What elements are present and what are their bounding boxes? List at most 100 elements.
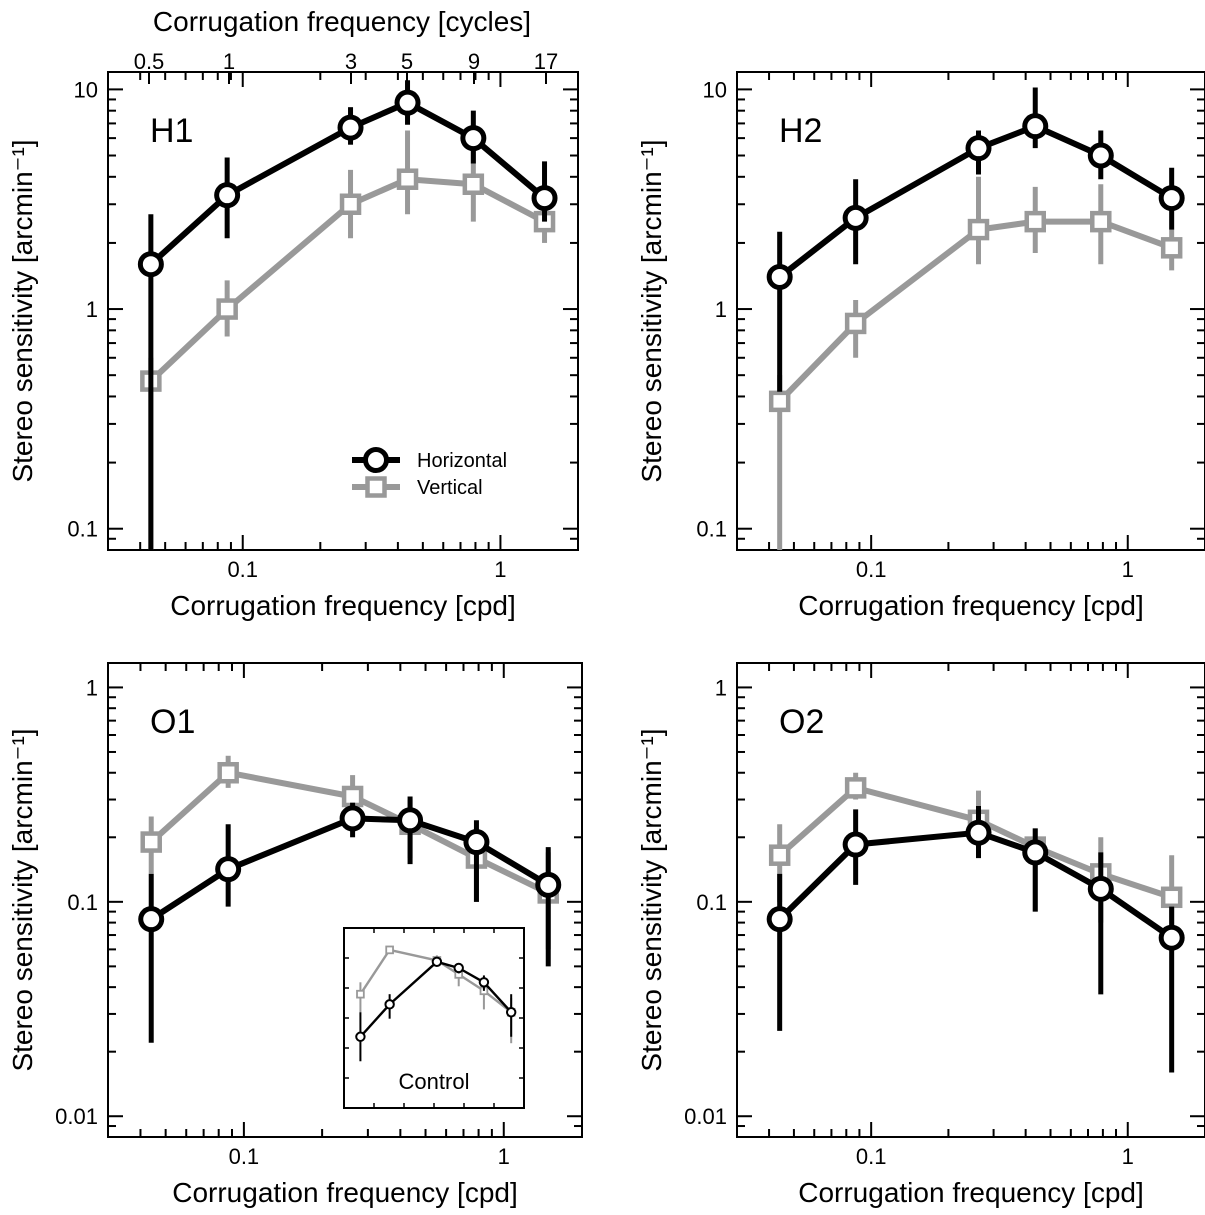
series-horizontal-point xyxy=(337,114,364,141)
series-horizontal-point xyxy=(138,906,165,933)
inset-horizontal-point xyxy=(355,1031,366,1042)
inset-horizontal-markers xyxy=(355,956,517,1042)
inset-horizontal-point xyxy=(478,977,490,988)
axes-frame: 0.1 1 0.1 1 10 xyxy=(696,71,1205,582)
x-axis-title: Corrugation frequency [cpd] xyxy=(798,1177,1144,1208)
top-tick-label: 17 xyxy=(534,49,558,74)
series-vertical-point xyxy=(844,312,867,335)
series-horizontal-errorbars xyxy=(777,805,1175,1073)
x-tick-label: 0.1 xyxy=(229,1144,260,1169)
inset-horizontal-point xyxy=(453,962,464,974)
top-tick-label: 0.5 xyxy=(134,49,165,74)
top-tick-label: 5 xyxy=(401,49,413,74)
series-vertical-line xyxy=(777,784,1173,901)
series-horizontal-point xyxy=(965,135,992,162)
x-tick-label: 1 xyxy=(494,557,506,582)
x-axis-title: Corrugation frequency [cpd] xyxy=(798,590,1144,621)
plot-border xyxy=(736,71,1205,551)
series-vertical-line xyxy=(777,218,1173,404)
panel-o2: 0.1 1 0.01 0.1 1 Corrugation frequency [cpd] S… xyxy=(636,662,1205,1208)
y-tick-label: 1 xyxy=(715,675,727,700)
series-horizontal-markers xyxy=(137,89,558,278)
inset-horizontal-point xyxy=(431,956,443,967)
legend-horizontal-marker xyxy=(363,447,389,473)
y-axis-title: Stereo sensitivity [arcmin⁻¹] xyxy=(7,139,38,482)
top-tick-label: 1 xyxy=(223,49,235,74)
panel-label: H1 xyxy=(150,112,193,150)
legend-vertical-label: Vertical xyxy=(417,477,483,499)
series-horizontal-point xyxy=(214,182,241,209)
inset-vertical-point xyxy=(356,989,365,999)
x-tick-label: 1 xyxy=(498,1144,510,1169)
inset-vertical-line xyxy=(359,948,512,1014)
series-vertical-point xyxy=(1024,210,1047,233)
y-tick-label: 1 xyxy=(715,297,727,322)
series-horizontal-point xyxy=(1158,185,1185,212)
series-vertical-point xyxy=(216,298,238,320)
series-vertical-point xyxy=(339,193,362,215)
series-horizontal-point xyxy=(531,185,558,212)
y-tick-label: 0.1 xyxy=(67,517,98,542)
axes-frame: 0.1 1 0.01 0.1 1 xyxy=(55,662,583,1169)
series-vertical-point xyxy=(140,831,162,853)
plot-border xyxy=(736,662,1205,1138)
y-tick-label: 0.1 xyxy=(696,890,727,915)
plot-border xyxy=(107,71,579,551)
x-tick-label: 1 xyxy=(1122,1144,1134,1169)
series-vertical-line xyxy=(149,769,550,896)
top-axis-ticks: 0.5 1 3 5 9 17 xyxy=(134,49,558,84)
series-horizontal-point xyxy=(397,807,424,834)
x-tick-label: 0.1 xyxy=(227,557,258,582)
series-horizontal-point xyxy=(842,204,869,231)
series-horizontal-markers xyxy=(138,805,562,933)
x-axis-title: Corrugation frequency [cpd] xyxy=(172,1177,518,1208)
series-horizontal-line xyxy=(777,123,1174,280)
series-vertical-point xyxy=(341,785,364,808)
series-vertical-point xyxy=(1160,237,1183,259)
y-tick-label: 0.1 xyxy=(67,890,98,915)
series-horizontal-point xyxy=(460,125,487,152)
series-horizontal-point xyxy=(535,871,562,898)
series-horizontal-markers xyxy=(766,113,1185,290)
y-tick-label: 0.1 xyxy=(696,517,727,542)
series-vertical-point xyxy=(967,218,990,241)
top-tick-label: 3 xyxy=(345,49,357,74)
series-horizontal-point xyxy=(463,829,490,856)
series-vertical-point xyxy=(396,168,419,190)
series-vertical-line xyxy=(148,176,546,384)
y-tick-label: 1 xyxy=(86,675,98,700)
series-horizontal-point xyxy=(1087,142,1114,169)
series-horizontal-point xyxy=(965,819,992,846)
series-horizontal-point xyxy=(137,251,164,278)
series-horizontal-point xyxy=(766,263,793,290)
series-vertical-point xyxy=(768,390,791,413)
series-horizontal-line xyxy=(148,99,547,267)
series-vertical-point xyxy=(768,844,791,866)
series-horizontal-point xyxy=(1087,875,1114,902)
series-horizontal-point xyxy=(394,89,421,116)
series-vertical-point xyxy=(217,761,239,784)
series-horizontal-point xyxy=(215,856,242,883)
plot-border xyxy=(107,662,583,1138)
series-vertical-point xyxy=(1160,886,1183,909)
y-tick-label: 10 xyxy=(74,77,98,102)
series-vertical-point xyxy=(462,173,485,195)
top-axis-title: Corrugation frequency [cycles] xyxy=(153,6,531,37)
panel-label: H2 xyxy=(779,112,822,150)
series-horizontal-point xyxy=(842,831,869,858)
y-tick-label: 0.01 xyxy=(55,1104,98,1129)
series-horizontal-point xyxy=(339,805,366,832)
series-vertical-markers xyxy=(768,210,1183,413)
panel-label: O1 xyxy=(150,703,195,741)
panel-h2: 0.1 1 0.1 1 10 Corrugation frequency [cpd] Ste… xyxy=(636,71,1205,621)
series-horizontal-markers xyxy=(766,819,1185,951)
panel-label: O2 xyxy=(779,703,824,741)
series-horizontal-line xyxy=(149,815,550,922)
legend-horizontal-label: Horizontal xyxy=(417,450,507,472)
y-axis-title: Stereo sensitivity [arcmin⁻¹] xyxy=(7,728,38,1071)
series-horizontal-point xyxy=(1022,113,1049,140)
x-axis-title: Corrugation frequency [cpd] xyxy=(170,590,516,621)
inset-label: Control xyxy=(399,1069,470,1094)
series-vertical-point xyxy=(1090,210,1112,233)
